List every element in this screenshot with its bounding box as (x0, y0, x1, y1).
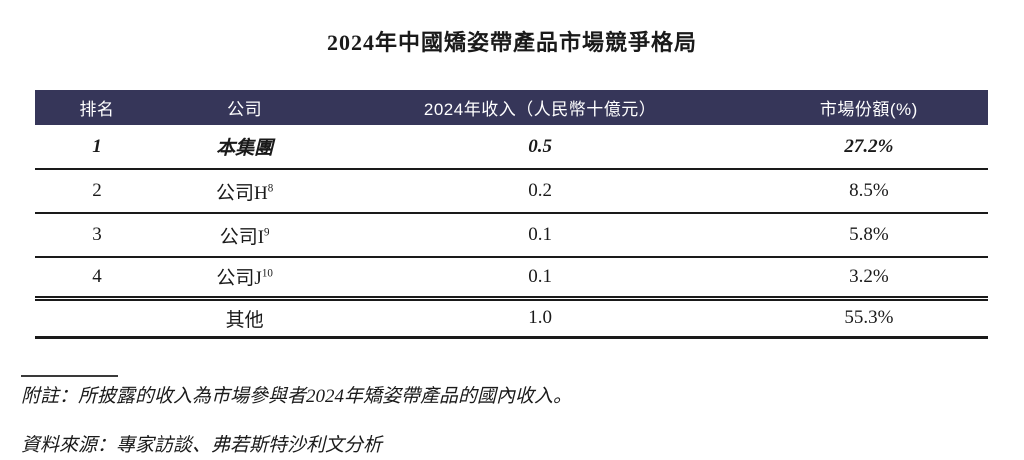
share-cell: 3.2% (749, 257, 988, 301)
header-share: 市場份額(%) (749, 90, 988, 125)
revenue-cell: 0.1 (330, 257, 750, 301)
rank-cell: 1 (35, 125, 159, 170)
revenue-cell: 0.1 (330, 213, 750, 258)
company-name: 公司H (216, 182, 268, 204)
company-cell: 公司I9 (158, 213, 331, 258)
table-row: 2 公司H8 0.2 8.5% (35, 169, 988, 214)
company-name: 本集團 (216, 138, 274, 159)
footnote-divider (21, 374, 118, 377)
table-header-row: 排名 公司 2024年收入（人民幣十億元） 市場份額(%) (35, 90, 988, 125)
table-row: 1 本集團 0.5 27.2% (35, 125, 988, 170)
share-cell: 27.2% (749, 125, 988, 170)
header-company: 公司 (158, 90, 331, 125)
share-cell: 8.5% (749, 169, 988, 214)
company-name: 公司J (216, 268, 262, 290)
footnote-ref: 9 (264, 226, 270, 239)
company-cell: 本集團 (158, 125, 331, 170)
header-revenue: 2024年收入（人民幣十億元） (330, 90, 750, 125)
revenue-cell: 0.2 (330, 169, 750, 214)
footnote-ref: 10 (261, 267, 273, 280)
table-container: 排名 公司 2024年收入（人民幣十億元） 市場份額(%) 1 本集團 0.5 … (35, 90, 988, 339)
rank-cell: 3 (35, 213, 159, 258)
table-row: 其他 1.0 55.3% (35, 298, 988, 339)
share-cell: 55.3% (749, 298, 988, 339)
footnote-ref: 8 (267, 182, 274, 195)
revenue-cell: 1.0 (330, 298, 750, 339)
table-row: 3 公司I9 0.1 5.8% (35, 213, 988, 258)
rank-cell: 2 (35, 169, 159, 214)
rank-cell (35, 298, 159, 339)
company-name: 公司I (219, 226, 265, 248)
share-cell: 5.8% (749, 213, 988, 258)
market-competition-table: 排名 公司 2024年收入（人民幣十億元） 市場份額(%) 1 本集團 0.5 … (35, 90, 988, 339)
page-title: 2024年中國矯姿帶產品市場競爭格局 (326, 30, 697, 55)
notes-section: 附註：所披露的收入為市場參與者2024年矯姿帶產品的國內收入。 資料來源：專家訪… (21, 374, 1004, 458)
header-rank: 排名 (35, 90, 159, 125)
revenue-cell: 0.5 (330, 125, 750, 170)
company-name: 其他 (225, 309, 264, 331)
company-cell: 公司H8 (158, 169, 331, 214)
table-row: 4 公司J10 0.1 3.2% (35, 257, 988, 301)
company-cell: 公司J10 (158, 257, 331, 301)
source-text: 資料來源：專家訪談、弗若斯特沙利文分析 (21, 434, 383, 456)
rank-cell: 4 (35, 257, 159, 301)
company-cell: 其他 (158, 298, 331, 339)
note-text: 附註：所披露的收入為市場參與者2024年矯姿帶產品的國內收入。 (21, 385, 573, 407)
